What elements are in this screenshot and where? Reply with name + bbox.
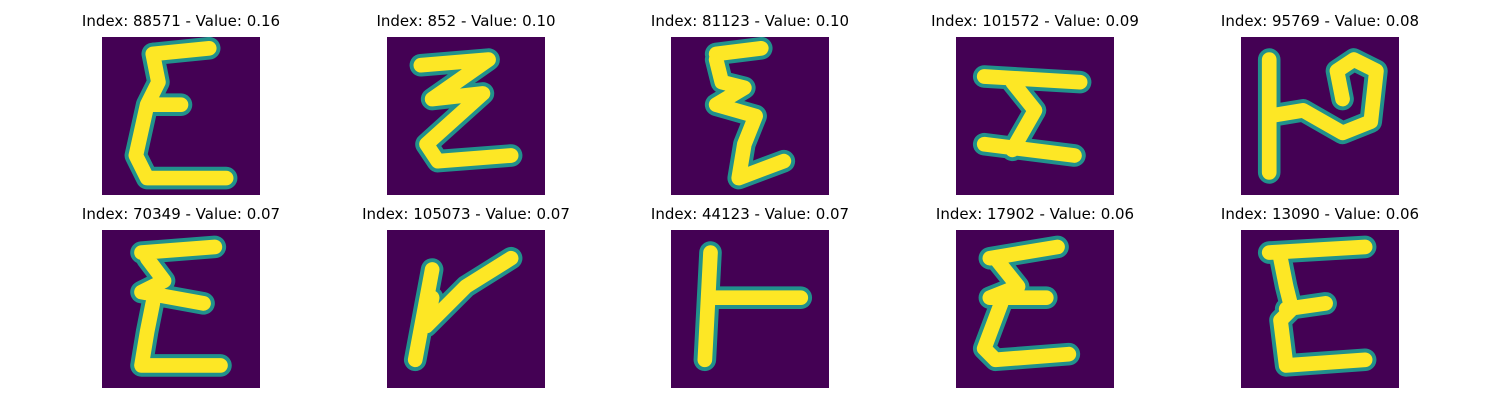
digit-image-p-like bbox=[1241, 37, 1399, 195]
image-panel-8: Index: 44123 - Value: 0.07 bbox=[651, 205, 849, 388]
image-panel-1: Index: 88571 - Value: 0.16 bbox=[82, 12, 280, 195]
image-panel-4: Index: 101572 - Value: 0.09 bbox=[931, 12, 1139, 195]
digit-image-sigma bbox=[102, 37, 260, 195]
image-panel-5: Index: 95769 - Value: 0.08 bbox=[1221, 12, 1419, 195]
image-panel-10: Index: 13090 - Value: 0.06 bbox=[1221, 205, 1419, 388]
panel-title: Index: 101572 - Value: 0.09 bbox=[931, 12, 1139, 30]
digit-image-zigzag bbox=[671, 37, 829, 195]
panel-title: Index: 81123 - Value: 0.10 bbox=[650, 12, 850, 30]
image-panel-6: Index: 70349 - Value: 0.07 bbox=[82, 205, 280, 388]
digit-image-sigma-2 bbox=[102, 230, 260, 388]
digit-image-epsilon bbox=[956, 230, 1114, 388]
digit-image-e-like bbox=[1241, 230, 1399, 388]
image-panel-2: Index: 852 - Value: 0.10 bbox=[376, 12, 556, 195]
image-panel-9: Index: 17902 - Value: 0.06 bbox=[936, 205, 1134, 388]
panel-title: Index: 13090 - Value: 0.06 bbox=[1220, 205, 1420, 223]
digit-image-y-like bbox=[387, 230, 545, 388]
digit-image-double-z bbox=[387, 37, 545, 195]
panel-title: Index: 852 - Value: 0.10 bbox=[376, 12, 556, 30]
panel-title: Index: 17902 - Value: 0.06 bbox=[935, 205, 1135, 223]
panel-title: Index: 95769 - Value: 0.08 bbox=[1220, 12, 1420, 30]
panel-title: Index: 44123 - Value: 0.07 bbox=[650, 205, 850, 223]
digit-image-rotated-h bbox=[956, 37, 1114, 195]
digit-image-t-rotated bbox=[671, 230, 829, 388]
image-panel-3: Index: 81123 - Value: 0.10 bbox=[651, 12, 849, 195]
panel-title: Index: 88571 - Value: 0.16 bbox=[81, 12, 281, 30]
panel-title: Index: 70349 - Value: 0.07 bbox=[81, 205, 281, 223]
image-panel-7: Index: 105073 - Value: 0.07 bbox=[362, 205, 570, 388]
panel-title: Index: 105073 - Value: 0.07 bbox=[362, 205, 570, 223]
